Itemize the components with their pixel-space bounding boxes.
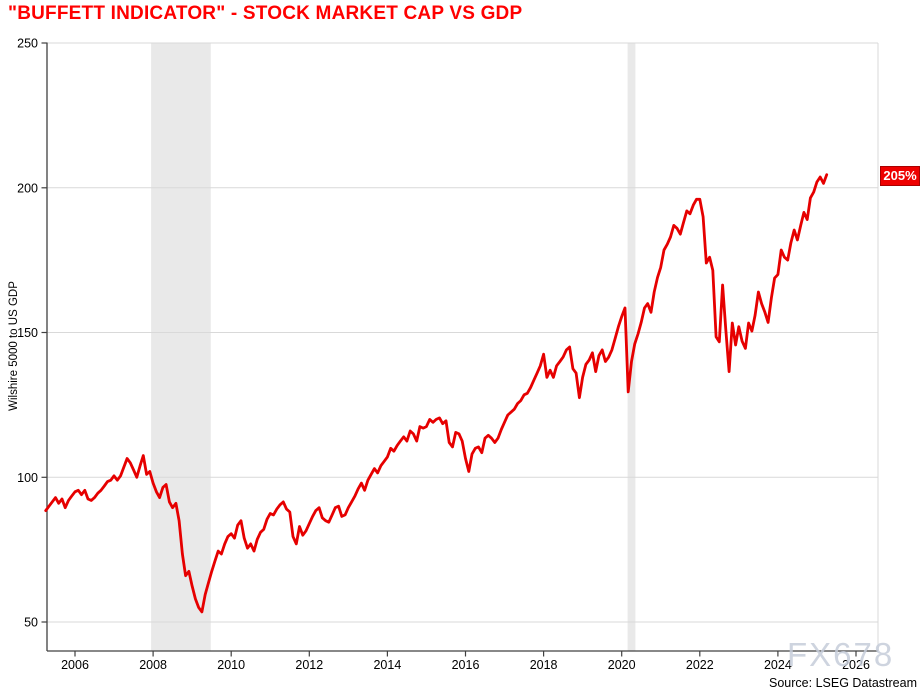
x-tick-label: 2018	[530, 658, 558, 672]
x-tick-label: 2022	[686, 658, 714, 672]
source-attribution: Source: LSEG Datastream	[769, 676, 917, 690]
x-tick-label: 2026	[842, 658, 870, 672]
y-tick-label: 250	[17, 37, 38, 51]
x-tick-label: 2010	[217, 658, 245, 672]
last-value-badge: 205%	[880, 166, 920, 186]
x-tick-label: 2016	[452, 658, 480, 672]
x-tick-label: 2014	[373, 658, 401, 672]
x-tick-label: 2006	[61, 658, 89, 672]
chart-title: "BUFFETT INDICATOR" - STOCK MARKET CAP V…	[8, 3, 523, 24]
y-axis-title: Wilshire 5000 to US GDP	[8, 281, 20, 411]
x-tick-label: 2020	[608, 658, 636, 672]
y-tick-label: 200	[17, 181, 38, 195]
recession-band	[151, 43, 211, 651]
x-tick-label: 2008	[139, 658, 167, 672]
indicator-line	[44, 173, 829, 614]
fx678-watermark: FX678	[787, 636, 895, 673]
y-tick-label: 100	[17, 471, 38, 485]
x-tick-label: 2012	[295, 658, 323, 672]
recession-band	[627, 43, 636, 651]
y-tick-label: 50	[24, 616, 38, 630]
x-tick-label: 2024	[764, 658, 792, 672]
y-tick-label: 150	[17, 326, 38, 340]
